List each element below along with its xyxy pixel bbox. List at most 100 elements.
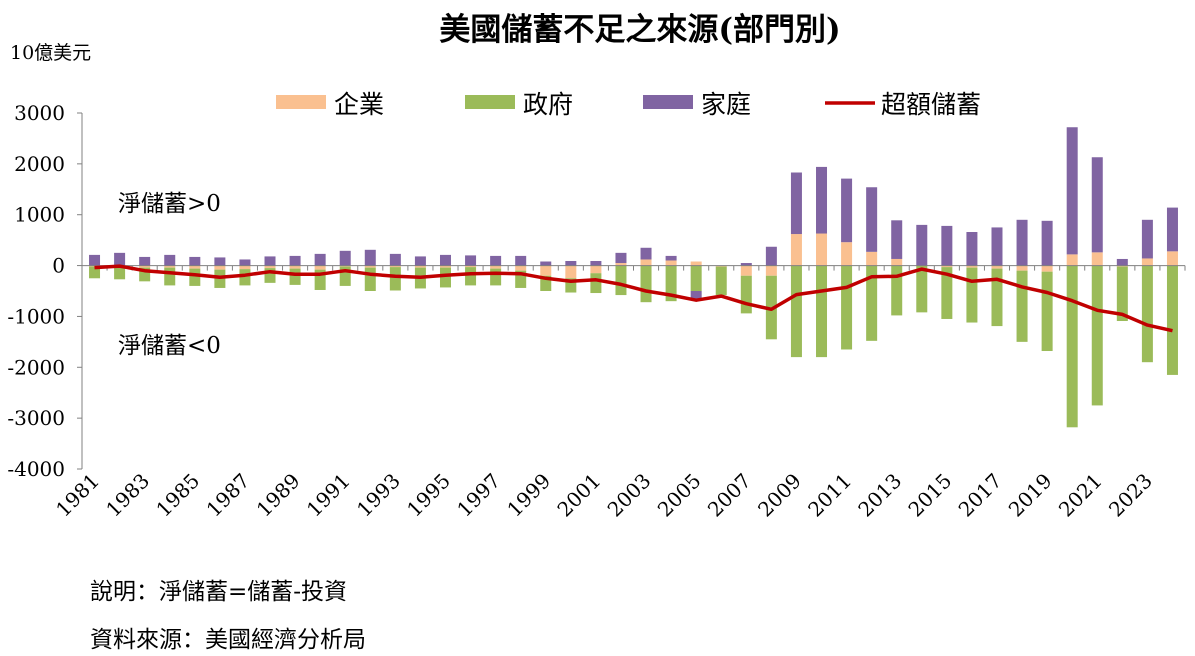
x-tick-label: 2019 — [1004, 469, 1057, 522]
bar-企業-1999 — [540, 265, 552, 276]
bar-政府-1985 — [189, 268, 201, 286]
bar-企業-2008 — [765, 265, 777, 276]
bar-家庭-2009 — [790, 172, 802, 235]
bar-政府-2018 — [1016, 270, 1028, 342]
bar-家庭-1994 — [414, 256, 426, 266]
bar-企業-1994 — [414, 265, 426, 268]
bar-家庭-1998 — [515, 255, 527, 266]
legend-label-超額儲蓄: 超額儲蓄 — [881, 90, 981, 119]
bar-政府-2020 — [1066, 265, 1078, 428]
bar-家庭-1989 — [289, 255, 301, 266]
legend-label-企業: 企業 — [334, 90, 384, 119]
y-tick-label: 3000 — [14, 101, 65, 125]
line-超額儲蓄 — [94, 264, 1173, 333]
bar-企業-2009 — [790, 234, 802, 266]
bar-家庭-1981 — [89, 254, 101, 266]
note-explanation: 說明：淨儲蓄=儲蓄-投資 — [90, 579, 348, 605]
y-axis-label: 10億美元 — [10, 42, 91, 64]
bar-政府-2007 — [740, 275, 752, 314]
bar-家庭-1985 — [189, 256, 201, 266]
bar-企業-2011 — [841, 242, 853, 266]
bar-家庭-1983 — [139, 256, 151, 266]
bar-家庭-2008 — [765, 246, 777, 266]
legend-swatch-政府 — [465, 95, 515, 109]
bar-家庭-1982 — [114, 252, 126, 266]
bar-企業-1989 — [289, 265, 301, 269]
x-tick-label: 2023 — [1104, 469, 1157, 522]
bar-政府-1989 — [289, 268, 301, 285]
bar-政府-1982 — [114, 267, 126, 280]
x-tick-label: 2015 — [903, 469, 956, 522]
annotation-positive: 淨儲蓄>0 — [118, 191, 221, 217]
bar-家庭-2014 — [916, 224, 928, 266]
bar-企業-2007 — [740, 265, 752, 276]
bar-家庭-2021 — [1091, 157, 1103, 253]
bar-企業-2010 — [816, 233, 828, 266]
legend-label-政府: 政府 — [523, 90, 573, 119]
bar-企業-2005 — [690, 261, 702, 266]
bar-政府-1998 — [515, 270, 527, 288]
bar-企業-1993 — [389, 265, 401, 268]
bar-政府-1992 — [364, 267, 376, 291]
x-tick-label: 2011 — [803, 469, 856, 522]
legend-swatch-家庭 — [643, 95, 693, 109]
bar-家庭-2022 — [1116, 258, 1128, 266]
bar-家庭-2023 — [1141, 219, 1153, 259]
x-tick-label: 1999 — [502, 469, 555, 522]
y-tick-label: 1000 — [14, 203, 65, 227]
bar-政府-1997 — [490, 268, 502, 286]
legend-swatch-企業 — [276, 95, 326, 109]
bar-政府-2022 — [1116, 266, 1128, 322]
y-tick-label: 2000 — [14, 152, 65, 176]
bar-企業-2020 — [1066, 254, 1078, 266]
bar-企業-1995 — [439, 265, 451, 268]
bar-政府-2004 — [665, 265, 677, 302]
y-tick-label: -4000 — [7, 457, 65, 481]
bar-企業-1986 — [214, 265, 226, 270]
bar-家庭-2019 — [1041, 220, 1053, 266]
bar-政府-2024 — [1166, 265, 1178, 375]
x-tick-label: 1987 — [202, 469, 255, 522]
bar-企業-2016 — [966, 265, 978, 268]
bar-政府-1999 — [540, 275, 552, 291]
bar-企業-2022 — [1116, 265, 1128, 267]
y-tick-label: -1000 — [7, 304, 65, 328]
bar-政府-2001 — [590, 273, 602, 294]
bar-政府-1981 — [89, 266, 101, 279]
x-tick-label: 2017 — [954, 469, 1007, 522]
bar-企業-1985 — [189, 265, 201, 269]
bar-家庭-1996 — [465, 255, 477, 266]
bar-政府-2013 — [891, 265, 903, 316]
bar-政府-2005 — [690, 265, 702, 291]
bar-企業-1996 — [465, 265, 477, 268]
x-tick-label: 2001 — [552, 469, 605, 522]
bar-企業-2019 — [1041, 265, 1053, 272]
legend-label-家庭: 家庭 — [701, 90, 751, 119]
bar-政府-2012 — [866, 265, 878, 341]
bar-企業-1984 — [164, 265, 176, 268]
bar-企業-1990 — [314, 265, 326, 270]
bar-政府-2016 — [966, 267, 978, 323]
bar-政府-1988 — [264, 268, 276, 283]
x-tick-label: 2007 — [703, 469, 756, 522]
bar-家庭-1997 — [490, 255, 502, 266]
note-source: 資料來源：美國經濟分析局 — [90, 627, 366, 653]
bar-企業-1987 — [239, 265, 251, 270]
bar-企業-2015 — [941, 265, 953, 268]
bar-家庭-1984 — [164, 254, 176, 266]
bar-政府-2009 — [790, 265, 802, 358]
bar-家庭-2024 — [1166, 207, 1178, 252]
bar-企業-1992 — [364, 265, 376, 268]
bar-政府-2019 — [1041, 271, 1053, 352]
bar-政府-1996 — [465, 267, 477, 286]
bar-政府-2021 — [1091, 265, 1103, 406]
x-tick-label: 1983 — [101, 469, 154, 522]
bar-政府-2003 — [640, 265, 652, 303]
bar-家庭-2004 — [665, 255, 677, 261]
bar-政府-1990 — [314, 269, 326, 290]
bar-家庭-2011 — [841, 178, 853, 243]
chart-title: 美國儲蓄不足之來源(部門別) — [439, 12, 840, 48]
bar-企業-2021 — [1091, 252, 1103, 266]
bar-家庭-2015 — [941, 225, 953, 266]
